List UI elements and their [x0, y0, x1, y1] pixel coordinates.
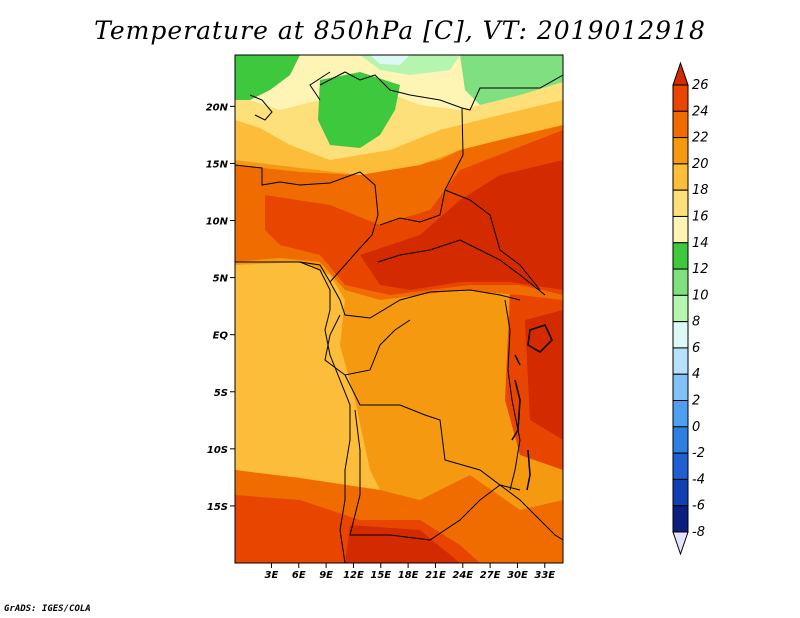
credit-label: GrADS: IGES/COLA	[4, 604, 91, 614]
colorbar-label: -4	[692, 472, 705, 487]
field-west-atlantic	[235, 262, 380, 490]
colorbar-label: 6	[692, 341, 700, 356]
colorbar-swatch	[672, 163, 689, 191]
colorbar-label: 4	[692, 367, 700, 382]
lat-tick-label: 15N	[206, 159, 229, 170]
colorbar-swatch	[672, 242, 689, 270]
lon-axis: 3E 6E 9E 12E 15E 18E 21E 24E 27E 30E 33E	[265, 563, 555, 581]
lat-tick-label: 20N	[206, 102, 229, 113]
lon-tick-label: 9E	[319, 570, 333, 581]
temperature-field	[235, 55, 563, 563]
colorbar-swatch	[672, 426, 689, 454]
colorbar-label: 12	[692, 262, 709, 277]
colorbar-swatch	[672, 452, 689, 480]
field-east-26	[525, 310, 563, 440]
colorbar-top-arrow	[672, 61, 689, 86]
lon-tick-label: 24E	[452, 570, 473, 581]
colorbar-label: -6	[692, 499, 705, 514]
lat-tick-label: 5S	[214, 388, 228, 399]
map-frame	[234, 54, 564, 564]
country-borders	[235, 71, 563, 541]
lon-tick-label: 12E	[343, 570, 364, 581]
coastline	[235, 261, 351, 563]
field-cold-spot	[370, 55, 410, 65]
colorbar-swatch	[672, 189, 689, 217]
colorbar-bottom-arrow	[672, 531, 689, 556]
colorbar-swatch	[672, 400, 689, 428]
colorbar-label: -8	[692, 525, 705, 540]
colorbar-label: 8	[692, 315, 700, 330]
lon-tick-label: 30E	[507, 570, 528, 581]
lon-tick-label: 6E	[292, 570, 306, 581]
colorbar-swatch	[672, 478, 689, 507]
chart-title: Temperature at 850hPa [C], VT: 201901291…	[94, 16, 706, 45]
colorbar-swatch	[672, 84, 689, 112]
colorbar-label: 10	[692, 288, 709, 303]
colorbar-label: 24	[692, 104, 709, 119]
colorbar-label: -2	[692, 446, 705, 461]
lat-axis: 20N 15N 10N 5N EQ 5S 10S 15S	[206, 102, 235, 513]
lat-tick-label: 10N	[206, 217, 229, 228]
lon-tick-label: 18E	[398, 570, 419, 581]
colorbar-label: 14	[692, 236, 709, 251]
colorbar-label: 2	[692, 394, 700, 409]
field-sahel-26	[360, 160, 563, 290]
lat-tick-label: 10S	[207, 445, 228, 456]
field-green-northeast	[460, 55, 563, 105]
colorbar-swatch	[672, 268, 689, 296]
field-green-west	[235, 55, 300, 100]
colorbar-swatch	[672, 347, 689, 375]
lon-tick-label: 15E	[370, 570, 391, 581]
colorbar-label: 26	[692, 78, 709, 93]
colorbar-swatch	[672, 137, 689, 165]
colorbar-label: 0	[692, 420, 700, 435]
colorbar-swatch	[672, 505, 689, 533]
colorbar-label: 20	[692, 157, 709, 172]
colorbar-swatch	[672, 110, 689, 139]
lat-tick-label: EQ	[213, 331, 229, 342]
colorbar-swatch	[672, 373, 689, 402]
colorbar-swatch	[672, 321, 689, 349]
lon-tick-label: 33E	[534, 570, 555, 581]
colorbar-swatch	[672, 294, 689, 323]
field-green-central	[318, 72, 400, 148]
colorbar-swatch	[672, 215, 689, 244]
colorbar-label: 18	[692, 183, 709, 198]
colorbar-label: 16	[692, 209, 709, 224]
lon-tick-label: 21E	[425, 570, 446, 581]
lon-tick-label: 27E	[480, 570, 501, 581]
lat-tick-label: 5N	[213, 274, 229, 285]
colorbar-label: 22	[692, 131, 709, 146]
lat-tick-label: 15S	[207, 502, 228, 513]
lake-shapes	[511, 324, 553, 491]
lon-tick-label: 3E	[265, 570, 279, 581]
